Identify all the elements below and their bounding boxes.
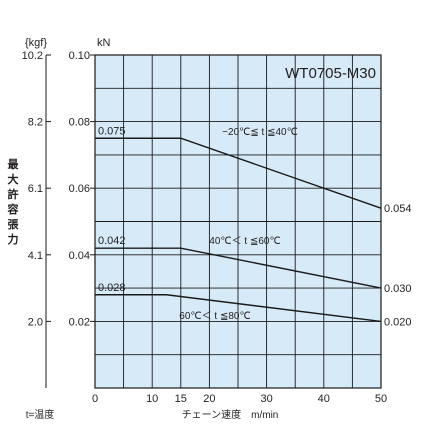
kgf-tick-label: 6.1	[28, 183, 43, 195]
kgf-tick-label: 10.2	[22, 50, 43, 62]
kgf-unit-label: {kgf}	[25, 37, 47, 49]
kgf-tick-label: 8.2	[28, 117, 43, 129]
x-tick-label: 40	[318, 393, 330, 405]
y-axis-title-char: 力	[8, 232, 19, 246]
labels: 0.075 0.054 −20℃≦ t ≦40℃ 0.042 0.030 40℃＜ t ≦…	[98, 125, 412, 328]
series-line	[95, 137, 382, 209]
series-line	[95, 294, 382, 323]
kgf-tick-label: 4.1	[28, 250, 43, 262]
series-line	[95, 247, 382, 289]
kn-tick-label: 0.04	[69, 250, 90, 262]
x-axis-title: チェーン速度 m/min	[182, 408, 279, 421]
x-tick-label: 0	[92, 393, 98, 405]
kn-unit-label: kN	[97, 37, 111, 49]
kn-tick-label: 0.10	[69, 50, 90, 62]
axes: 2.0 0.02 4.1 0.04 6.1 0.06 8.2 0.08 10.2 0.10 0 10 1…	[7, 50, 388, 405]
plot-frame	[94, 54, 382, 389]
series-end-label: 0.020	[384, 316, 412, 328]
x-tick-label: 20	[203, 393, 215, 405]
x-tick-label: 30	[260, 393, 272, 405]
series-start-label: 0.042	[98, 235, 126, 247]
y-axis-title-char: 許	[8, 187, 19, 201]
kn-tick-label: 0.08	[69, 117, 90, 129]
y-axis-title-char: 大	[8, 172, 19, 186]
series-lines	[95, 137, 382, 323]
footnote: t=温度	[26, 408, 55, 421]
series-end-label: 0.030	[384, 283, 412, 295]
kgf-tick-label: 2.0	[28, 316, 43, 328]
series-name-label: 60℃＜ t ≦80℃	[179, 311, 250, 322]
series-name-label: −20℃≦ t ≦40℃	[222, 127, 298, 138]
y-axis-title-char: 容	[7, 202, 19, 216]
x-tick-label: 15	[175, 393, 187, 405]
x-tick-label: 50	[375, 393, 387, 405]
series-start-label: 0.075	[98, 125, 126, 137]
series-end-label: 0.054	[384, 203, 412, 215]
y-axis-title-char: 最	[8, 158, 20, 171]
series-start-label: 0.028	[98, 282, 126, 294]
grid	[94, 54, 382, 389]
y-axis-title-char: 張	[8, 218, 20, 231]
kn-tick-label: 0.02	[69, 316, 90, 328]
kn-tick-label: 0.06	[69, 183, 90, 195]
chart-title: WT0705-M30	[285, 65, 376, 82]
x-tick-label: 10	[146, 393, 158, 405]
series-name-label: 40℃＜ t ≦60℃	[209, 236, 280, 247]
